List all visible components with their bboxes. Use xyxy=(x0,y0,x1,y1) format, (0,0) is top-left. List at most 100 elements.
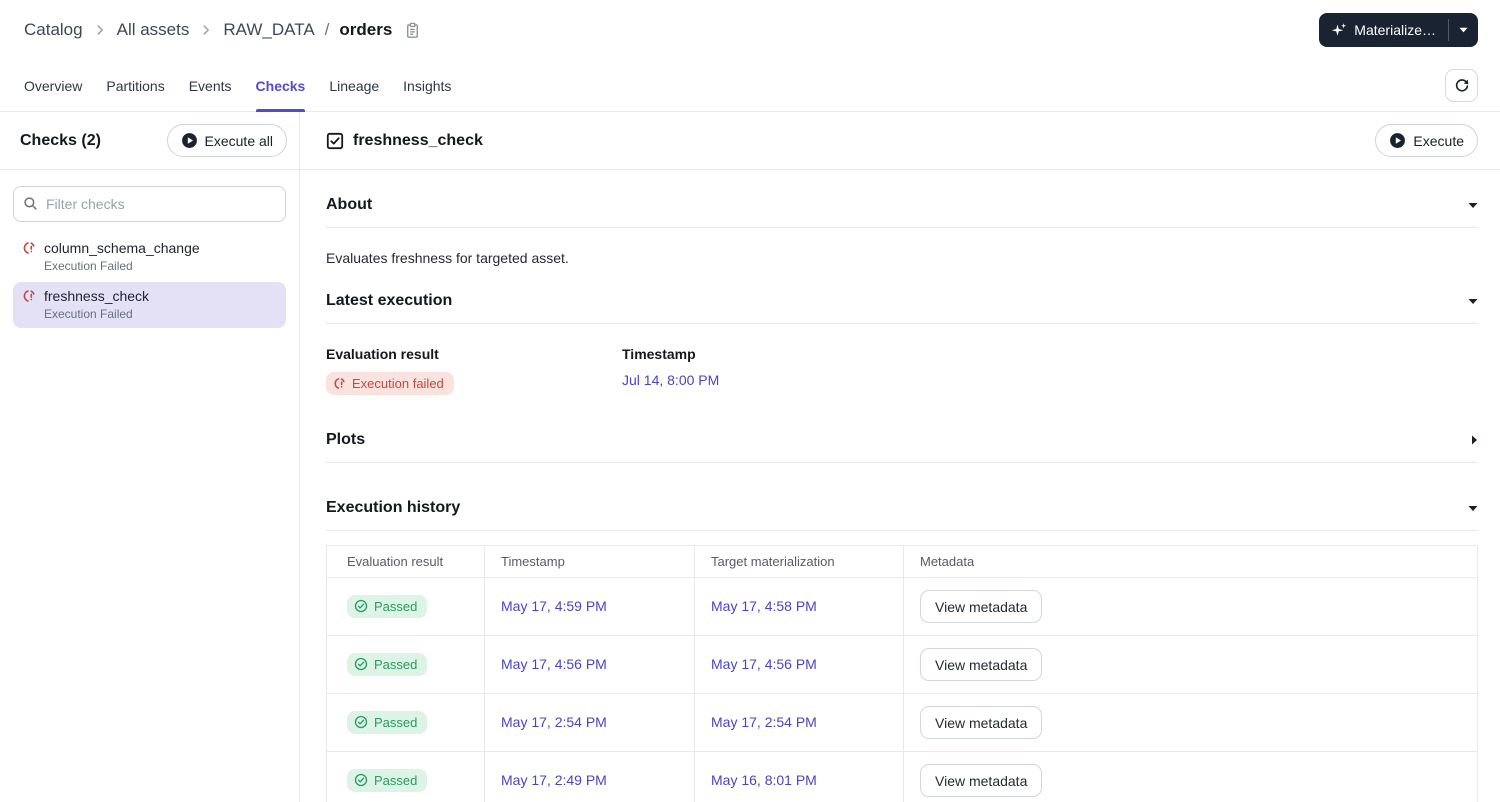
execution-failed-icon xyxy=(22,241,36,255)
checks-sidebar: Checks (2) Execute all xyxy=(0,112,300,802)
breadcrumb-all-assets[interactable]: All assets xyxy=(116,20,190,39)
breadcrumb-group[interactable]: RAW_DATA xyxy=(223,20,315,39)
passed-label: Passed xyxy=(374,598,418,614)
execute-label: Execute xyxy=(1413,132,1464,149)
passed-badge: Passed xyxy=(347,652,428,676)
plots-title: Plots xyxy=(326,431,366,448)
tab-overview[interactable]: Overview xyxy=(24,77,83,94)
check-status: Execution Failed xyxy=(44,307,133,321)
check-list-item-column-schema-change[interactable]: column_schema_change Execution Failed xyxy=(13,234,286,280)
table-header-row: Evaluation result Timestamp Target mater… xyxy=(326,545,1478,578)
target-materialization-link[interactable]: May 17, 4:56 PM xyxy=(711,655,817,672)
timestamp-field: Timestamp Jul 14, 8:00 PM xyxy=(622,346,918,395)
materialize-button[interactable]: Materialize… xyxy=(1319,13,1448,47)
passed-badge: Passed xyxy=(347,594,428,618)
tab-events[interactable]: Events xyxy=(188,77,232,94)
passed-label: Passed xyxy=(374,656,418,672)
tab-bar: Overview Partitions Events Checks Lineag… xyxy=(0,60,1500,112)
execution-history-section: Execution history Evaluation result Time… xyxy=(326,499,1478,802)
plots-section: Plots xyxy=(326,431,1478,463)
evaluation-result-label: Evaluation result xyxy=(326,346,439,362)
caret-down-icon xyxy=(1459,27,1468,33)
execution-timestamp-link[interactable]: May 17, 4:56 PM xyxy=(501,655,607,672)
refresh-button[interactable] xyxy=(1445,69,1478,102)
execution-timestamp-link[interactable]: May 17, 4:59 PM xyxy=(501,597,607,614)
about-title: About xyxy=(326,196,373,213)
passed-badge: Passed xyxy=(347,710,428,734)
about-description: Evaluates freshness for targeted asset. xyxy=(326,250,569,266)
table-row: Passed May 17, 4:59 PM May 17, 4:58 PM V… xyxy=(326,577,1478,636)
execute-all-button[interactable]: Execute all xyxy=(166,124,287,157)
materialize-dropdown-button[interactable] xyxy=(1449,13,1478,47)
target-materialization-link[interactable]: May 17, 4:58 PM xyxy=(711,597,817,614)
target-materialization-link[interactable]: May 17, 2:54 PM xyxy=(711,713,817,730)
execution-failed-label: Execution failed xyxy=(352,376,444,391)
chevron-right-icon xyxy=(93,23,107,37)
latest-execution-title: Latest execution xyxy=(326,292,453,309)
checks-list: column_schema_change Execution Failed fr… xyxy=(0,234,299,328)
check-circle-icon xyxy=(354,599,368,613)
check-title: freshness_check xyxy=(353,131,483,149)
breadcrumb-asset-name: orders xyxy=(339,20,393,39)
check-square-icon xyxy=(326,132,344,150)
view-metadata-button[interactable]: View metadata xyxy=(920,764,1043,797)
filter-checks-field xyxy=(13,186,286,222)
play-circle-icon xyxy=(1389,132,1406,149)
evaluation-result-field: Evaluation result Execution faile xyxy=(326,346,622,395)
about-section: About Evaluates freshness for targeted a… xyxy=(326,196,1478,266)
plots-section-toggle[interactable]: Plots xyxy=(326,431,1478,449)
tab-checks[interactable]: Checks xyxy=(255,60,305,112)
caret-right-icon xyxy=(1471,435,1478,445)
column-header-evaluation-result: Evaluation result xyxy=(326,545,485,578)
passed-label: Passed xyxy=(374,772,418,788)
refresh-icon xyxy=(1454,78,1470,94)
page-body: Checks (2) Execute all xyxy=(0,112,1500,802)
filter-checks-input[interactable] xyxy=(13,186,286,222)
divider xyxy=(326,462,1478,463)
latest-timestamp-link[interactable]: Jul 14, 8:00 PM xyxy=(622,372,720,388)
check-list-item-freshness-check[interactable]: freshness_check Execution Failed xyxy=(13,282,286,328)
tabs: Overview Partitions Events Checks Lineag… xyxy=(24,60,452,112)
check-detail-panel: freshness_check Execute About xyxy=(300,112,1500,802)
timestamp-label: Timestamp xyxy=(622,346,696,362)
view-metadata-button[interactable]: View metadata xyxy=(920,648,1043,681)
check-circle-icon xyxy=(354,715,368,729)
execution-history-title: Execution history xyxy=(326,499,461,516)
check-circle-icon xyxy=(354,657,368,671)
execution-timestamp-link[interactable]: May 17, 2:49 PM xyxy=(501,771,607,788)
tab-insights[interactable]: Insights xyxy=(403,77,452,94)
latest-execution-toggle[interactable]: Latest execution xyxy=(326,292,1478,310)
tab-partitions[interactable]: Partitions xyxy=(106,77,165,94)
check-detail-content: About Evaluates freshness for targeted a… xyxy=(300,170,1500,802)
passed-badge: Passed xyxy=(347,768,428,792)
breadcrumb-slash: / xyxy=(324,20,330,39)
sidebar-header: Checks (2) Execute all xyxy=(0,112,299,170)
view-metadata-button[interactable]: View metadata xyxy=(920,706,1043,739)
divider xyxy=(326,227,1478,228)
tab-lineage[interactable]: Lineage xyxy=(329,77,380,94)
check-name: column_schema_change xyxy=(44,240,200,256)
latest-execution-section: Latest execution Evaluation result xyxy=(326,292,1478,395)
execution-failed-badge: Execution failed xyxy=(326,372,454,395)
execution-failed-icon xyxy=(333,377,346,390)
check-name: freshness_check xyxy=(44,288,150,304)
sparkle-icon xyxy=(1331,22,1347,38)
copy-icon[interactable] xyxy=(404,22,421,39)
table-row: Passed May 17, 2:54 PM May 17, 2:54 PM V… xyxy=(326,693,1478,752)
execute-button[interactable]: Execute xyxy=(1375,124,1478,157)
execution-failed-icon xyxy=(22,289,36,303)
check-status: Execution Failed xyxy=(44,259,133,273)
view-metadata-button[interactable]: View metadata xyxy=(920,590,1043,623)
execution-history-table: Evaluation result Timestamp Target mater… xyxy=(326,545,1478,802)
materialize-split-button: Materialize… xyxy=(1319,13,1478,47)
target-materialization-link[interactable]: May 16, 8:01 PM xyxy=(711,771,817,788)
execution-timestamp-link[interactable]: May 17, 2:54 PM xyxy=(501,713,607,730)
table-row: Passed May 17, 4:56 PM May 17, 4:56 PM V… xyxy=(326,635,1478,694)
materialize-label: Materialize… xyxy=(1354,22,1436,38)
check-detail-header: freshness_check Execute xyxy=(300,112,1500,170)
checks-count-title: Checks (2) xyxy=(20,131,101,149)
about-section-toggle[interactable]: About xyxy=(326,196,1478,214)
execute-all-label: Execute all xyxy=(204,132,273,149)
breadcrumb-catalog[interactable]: Catalog xyxy=(24,20,83,39)
execution-history-toggle[interactable]: Execution history xyxy=(326,499,1478,517)
